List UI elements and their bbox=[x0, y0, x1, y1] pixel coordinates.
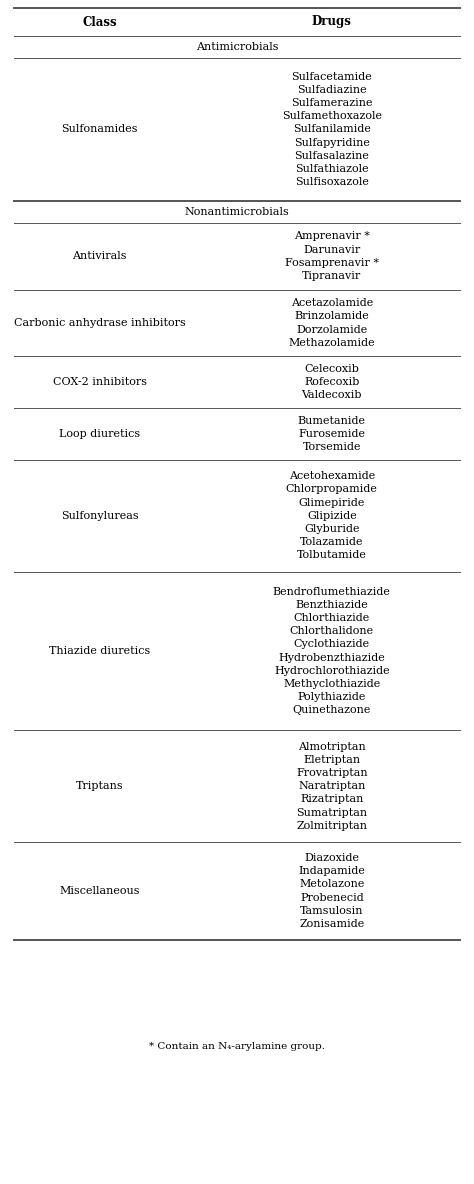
Text: Class: Class bbox=[82, 15, 117, 28]
Text: Thiazide diuretics: Thiazide diuretics bbox=[49, 646, 150, 656]
Text: COX-2 inhibitors: COX-2 inhibitors bbox=[53, 378, 146, 387]
Text: Acetazolamide
Brinzolamide
Dorzolamide
Methazolamide: Acetazolamide Brinzolamide Dorzolamide M… bbox=[289, 298, 375, 348]
Text: Almotriptan
Eletriptan
Frovatriptan
Naratriptan
Rizatriptan
Sumatriptan
Zolmitri: Almotriptan Eletriptan Frovatriptan Nara… bbox=[296, 741, 368, 831]
Text: Diazoxide
Indapamide
Metolazone
Probenecid
Tamsulosin
Zonisamide: Diazoxide Indapamide Metolazone Probenec… bbox=[298, 852, 365, 929]
Text: Bendroflumethiazide
Benzthiazide
Chlorthiazide
Chlorthalidone
Cyclothiazide
Hydr: Bendroflumethiazide Benzthiazide Chlorth… bbox=[273, 586, 391, 715]
Text: Carbonic anhydrase inhibitors: Carbonic anhydrase inhibitors bbox=[14, 318, 185, 328]
Text: * Contain an N₄-arylamine group.: * Contain an N₄-arylamine group. bbox=[149, 1042, 325, 1051]
Text: Acetohexamide
Chlorpropamide
Glimepiride
Glipizide
Glyburide
Tolazamide
Tolbutam: Acetohexamide Chlorpropamide Glimepiride… bbox=[286, 471, 378, 560]
Text: Antimicrobials: Antimicrobials bbox=[196, 41, 278, 52]
Text: Sulfonamides: Sulfonamides bbox=[61, 124, 138, 135]
Text: Triptans: Triptans bbox=[76, 781, 123, 791]
Text: Loop diuretics: Loop diuretics bbox=[59, 429, 140, 439]
Text: Amprenavir *
Darunavir
Fosamprenavir *
Tipranavir: Amprenavir * Darunavir Fosamprenavir * T… bbox=[285, 231, 379, 281]
Text: Sulfacetamide
Sulfadiazine
Sulfamerazine
Sulfamethoxazole
Sulfanilamide
Sulfapyr: Sulfacetamide Sulfadiazine Sulfamerazine… bbox=[282, 71, 382, 187]
Text: Drugs: Drugs bbox=[312, 15, 352, 28]
Text: Nonantimicrobials: Nonantimicrobials bbox=[185, 207, 289, 217]
Text: Miscellaneous: Miscellaneous bbox=[59, 886, 140, 896]
Text: Bumetanide
Furosemide
Torsemide: Bumetanide Furosemide Torsemide bbox=[298, 416, 366, 452]
Text: Antivirals: Antivirals bbox=[73, 251, 127, 262]
Text: Sulfonylureas: Sulfonylureas bbox=[61, 510, 138, 521]
Text: Celecoxib
Rofecoxib
Valdecoxib: Celecoxib Rofecoxib Valdecoxib bbox=[301, 363, 362, 400]
